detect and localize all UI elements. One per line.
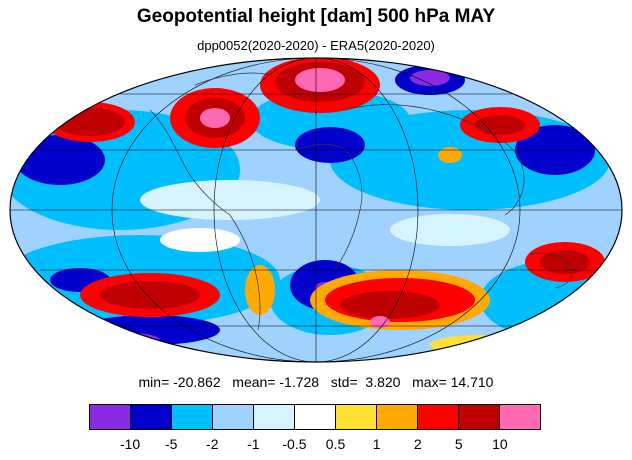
- colorbar-box: [212, 404, 254, 430]
- colorbar-tick-labels: -10 -5 -2 -1 -0.5 0.5 1 2 5 10: [0, 436, 632, 456]
- globe-outline: [9, 57, 623, 363]
- colorbar-box: [253, 404, 295, 430]
- colorbar-tick-label: -5: [164, 436, 178, 452]
- colorbar-tick-label: -10: [119, 436, 141, 452]
- colorbar-box: [130, 404, 172, 430]
- min-value: -20.862: [173, 374, 221, 390]
- colorbar-tick-label: 0.5: [325, 436, 346, 452]
- map-subtitle: dpp0052(2020-2020) - ERA5(2020-2020): [197, 38, 435, 53]
- mean-label: mean=: [232, 374, 276, 390]
- min-label: min=: [138, 374, 170, 390]
- colorbar: [89, 404, 541, 430]
- std-label: std=: [330, 374, 358, 390]
- colorbar-tick-label: 5: [454, 436, 463, 452]
- mean-value: -1.728: [279, 374, 320, 390]
- std-value: 3.820: [365, 374, 401, 390]
- colorbar-box: [499, 404, 541, 430]
- colorbar-tick-label: -0.5: [282, 436, 307, 452]
- colorbar-box: [376, 404, 418, 430]
- colorbar-box: [417, 404, 459, 430]
- colorbar-tick-label: -2: [206, 436, 219, 452]
- colorbar-box: [294, 404, 336, 430]
- colorbar-box: [458, 404, 500, 430]
- colorbar-box: [335, 404, 377, 430]
- max-value: 14.710: [450, 374, 494, 390]
- colorbar-tick-label: 10: [492, 436, 508, 452]
- colorbar-box: [171, 404, 213, 430]
- colorbar-tick-label: 2: [413, 436, 422, 452]
- colorbar-box: [89, 404, 131, 430]
- statistics-line: min= -20.862 mean= -1.728 std= 3.820 max…: [0, 374, 632, 390]
- max-label: max=: [412, 374, 447, 390]
- colorbar-tick-label: 1: [372, 436, 381, 452]
- colorbar-tick-label: -1: [247, 436, 260, 452]
- map-title: Geopotential height [dam] 500 hPa MAY: [136, 6, 496, 27]
- coastlines: [149, 72, 573, 331]
